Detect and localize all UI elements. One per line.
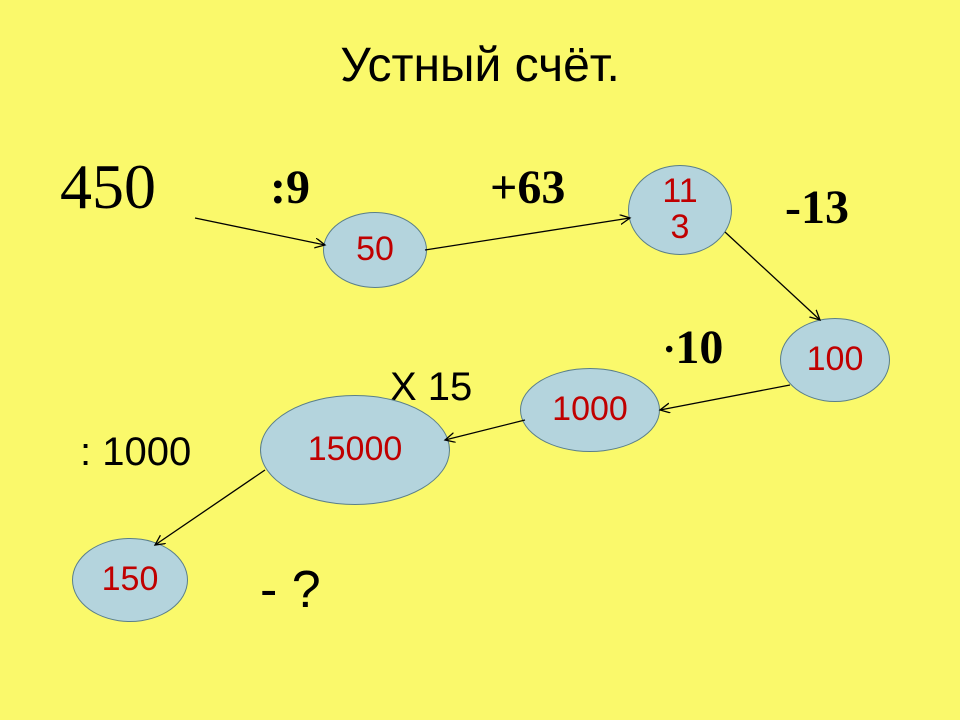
value-bubble-text: 100 — [807, 342, 864, 378]
value-bubble-text: 15000 — [308, 432, 403, 468]
value-bubble: 150 — [72, 538, 188, 622]
operation-label: - ? — [260, 560, 321, 620]
value-bubble: 50 — [323, 212, 427, 288]
slide-title: Устный счёт. — [0, 38, 960, 93]
arrow — [195, 218, 325, 245]
value-bubble-text: 1000 — [552, 392, 628, 428]
arrow — [660, 385, 790, 410]
arrow — [725, 232, 820, 320]
operation-label: :9 — [270, 160, 310, 215]
arrow — [445, 420, 525, 440]
operation-label: : 1000 — [80, 430, 191, 475]
operation-label: +63 — [490, 160, 565, 215]
value-bubble-text: 113 — [662, 174, 697, 245]
value-bubble: 113 — [628, 165, 732, 255]
slide: Устный счёт. 450 :9+63-13•10Х 15: 1000- … — [0, 0, 960, 720]
operation-label: -13 — [785, 180, 849, 235]
value-bubble: 100 — [780, 318, 890, 402]
arrow — [425, 218, 630, 250]
operation-label: •10 — [665, 320, 723, 375]
value-bubble-text: 50 — [356, 232, 394, 268]
arrow — [155, 470, 265, 545]
value-bubble: 15000 — [260, 395, 450, 505]
value-bubble-text: 150 — [102, 562, 159, 598]
start-number: 450 — [60, 150, 156, 224]
value-bubble: 1000 — [520, 368, 660, 452]
